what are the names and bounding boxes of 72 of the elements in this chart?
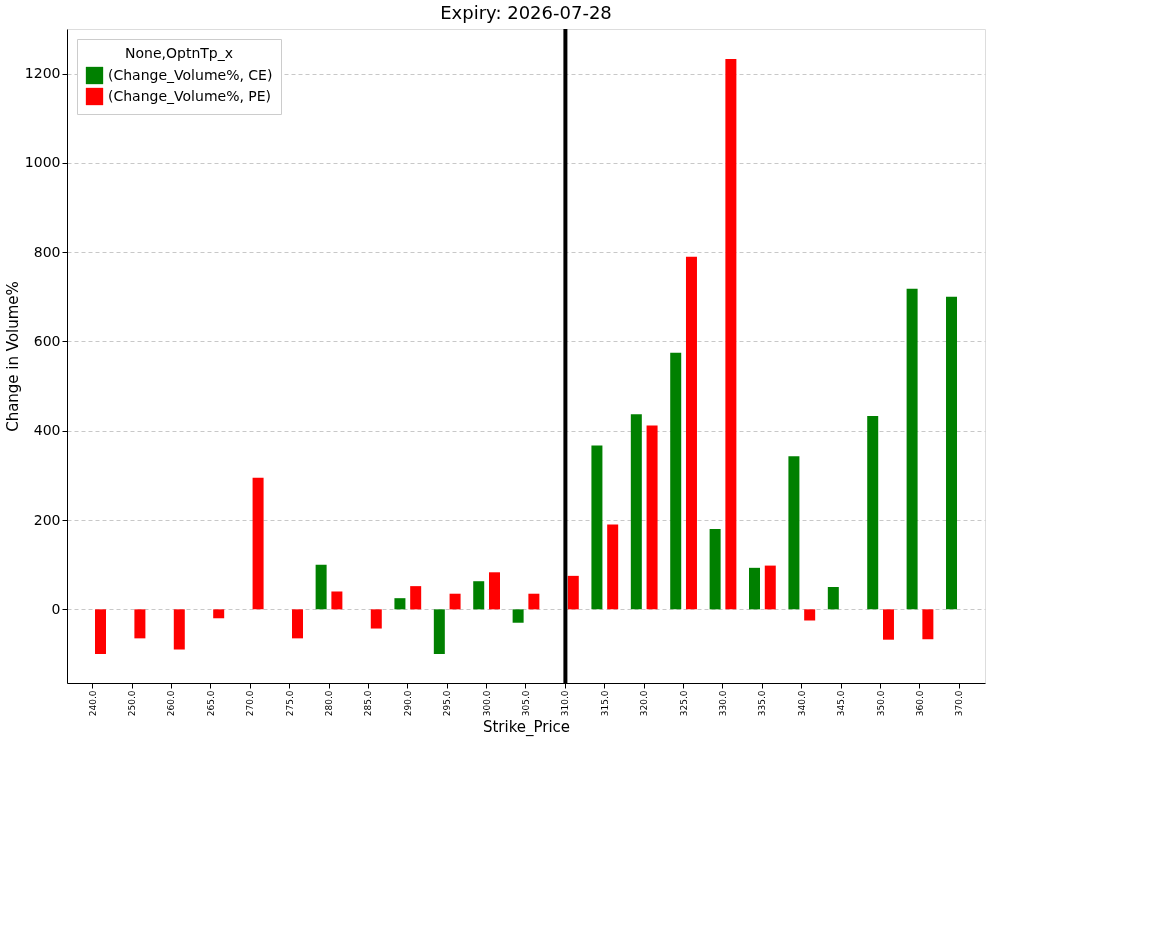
x-tick-label: 240.0 [87,690,98,717]
bar [291,609,303,639]
x-tick-label: 370.0 [954,690,965,717]
bar [646,425,658,610]
bar [827,587,839,610]
y-tick-label: 200 [33,511,61,528]
bar [670,352,682,610]
x-tick-label: 285.0 [363,690,374,717]
x-tick-label: 345.0 [836,690,847,717]
x-tick-label: 360.0 [914,690,925,717]
bar [685,256,697,610]
x-tick-label: 320.0 [639,690,650,717]
bar [906,288,918,610]
bar [449,593,461,610]
x-tick-label: 280.0 [324,690,334,717]
bar [725,58,737,610]
bar [370,609,382,629]
x-tick-label: 275.0 [284,690,295,717]
bar [922,609,934,640]
bar [315,564,327,610]
bar [410,586,422,610]
x-tick-label: 260.0 [166,690,177,717]
x-tick-label: 295.0 [442,690,453,717]
bar [252,477,264,610]
bar [528,593,540,610]
legend-label: (Change_Volume%, CE) [108,66,273,83]
bar [946,296,958,610]
bar [94,609,106,654]
legend-title: None,OptnTp_x [125,45,233,61]
y-tick-label: 1200 [24,65,61,82]
legend-label: (Change_Volume%, PE) [108,87,272,104]
bar [512,609,524,623]
bar [173,609,185,650]
y-axis-title: Change in Volume% [3,281,22,432]
bar [433,609,445,654]
bar [134,609,146,639]
bar [867,416,879,610]
x-tick-label: 250.0 [127,690,138,717]
x-tick-label: 310.0 [560,690,571,717]
bar [788,456,800,610]
x-tick-label: 340.0 [796,690,807,717]
bar [567,575,579,610]
chart-title: Expiry: 2026-07-28 [440,2,612,23]
bar [630,414,642,610]
y-tick-label: 800 [33,243,61,260]
bar [213,609,225,619]
y-tick-label: 400 [33,422,61,439]
x-tick-label: 300.0 [481,690,492,717]
bar [394,598,406,610]
x-tick-label: 265.0 [205,690,216,717]
bar [764,565,776,610]
bar [591,445,603,610]
x-tick-label: 335.0 [757,690,768,717]
bar [749,567,761,610]
y-tick-label: 600 [33,332,61,349]
y-tick-label: 1000 [24,154,61,171]
bar [709,528,721,610]
bar [607,524,619,610]
x-tick-label: 270.0 [245,690,256,717]
x-tick-label: 305.0 [521,690,531,717]
bar [804,609,816,621]
bar [882,609,894,640]
x-axis-title: Strike_Price [482,718,571,738]
x-tick-label: 330.0 [718,690,728,717]
bar [331,591,343,610]
y-tick-label: 0 [51,600,61,617]
x-tick-label: 350.0 [875,690,886,717]
bar [473,581,485,610]
x-tick-label: 325.0 [678,690,689,717]
bar [488,572,500,610]
x-tick-label: 290.0 [402,690,413,717]
x-tick-label: 315.0 [599,690,610,717]
